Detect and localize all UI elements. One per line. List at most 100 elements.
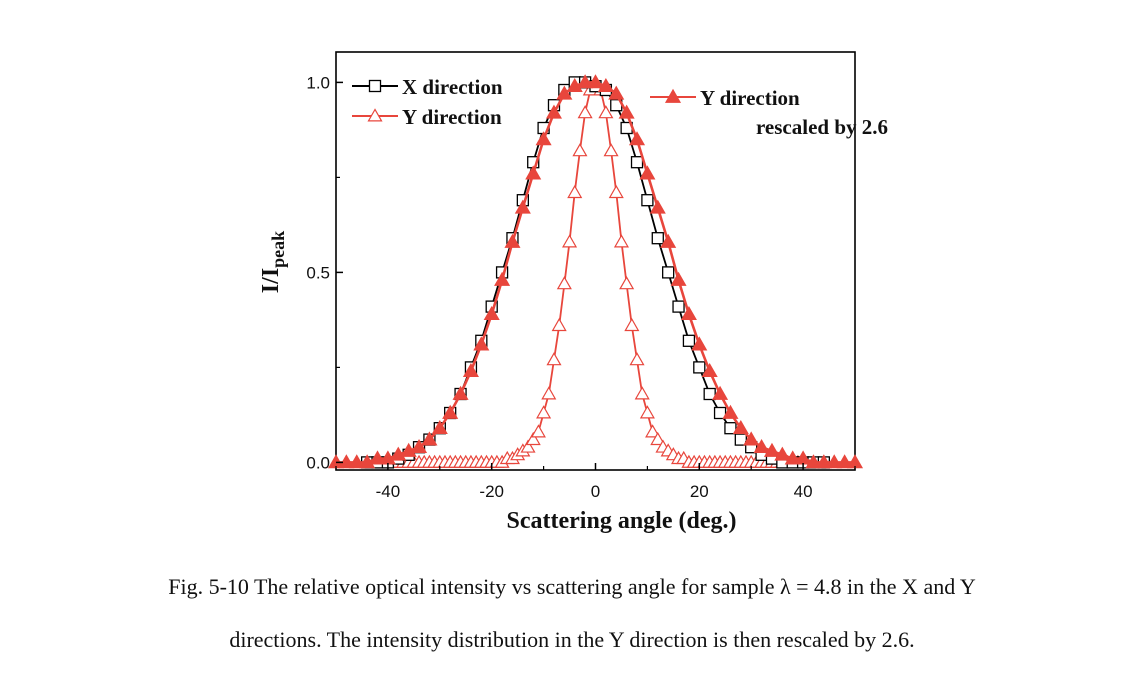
figure-caption-line-1: Fig. 5-10 The relative optical intensity…: [168, 574, 976, 599]
y-axis-title: I/Ipeak: [258, 231, 288, 293]
data-point: [483, 305, 500, 321]
data-point: [421, 431, 438, 446]
data-point: [660, 233, 677, 248]
data-point: [701, 362, 718, 378]
data-point: [774, 446, 791, 461]
data-point: [618, 104, 635, 119]
data-point: [624, 317, 640, 332]
data-point: [662, 266, 675, 279]
data-point: [597, 77, 614, 93]
legend-label: X direction: [402, 75, 503, 99]
legend-marker: [368, 79, 382, 93]
data-point: [732, 419, 749, 435]
data-point: [680, 305, 697, 321]
data-point: [562, 234, 578, 248]
data-point: [598, 105, 614, 119]
legend: X direction Y direction Y direction rescale…: [352, 75, 888, 139]
data-point: [693, 361, 706, 374]
data-point: [546, 352, 562, 366]
data-point: [753, 438, 770, 454]
legend-entry-y-direction: Y direction: [352, 105, 502, 129]
data-point: [536, 405, 552, 419]
data-point: [630, 156, 644, 169]
data-point: [551, 317, 567, 332]
chart: -40 -20 0 20 40 0.0 0.5 1.0 Scattering angle (de…: [258, 51, 888, 534]
data-point: [566, 77, 583, 93]
data-point: [577, 105, 593, 119]
data-point: [520, 439, 536, 453]
data-point: [722, 404, 739, 419]
legend-label: Y direction: [700, 86, 800, 110]
x-tick-label: 40: [794, 482, 813, 501]
data-point: [577, 74, 594, 89]
data-point: [530, 424, 546, 438]
legend-entry-y-rescaled: Y direction rescaled by 2.6: [650, 86, 888, 139]
data-point: [691, 336, 708, 351]
y-tick-label: 0.5: [306, 263, 330, 282]
data-point: [743, 431, 760, 446]
data-point: [390, 446, 407, 461]
data-point: [712, 385, 729, 400]
y-tick-label: 0.0: [306, 453, 330, 472]
data-point: [682, 334, 696, 347]
x-tick-label: 0: [591, 482, 600, 501]
data-point: [525, 431, 541, 446]
data-point: [572, 143, 588, 157]
x-tick-label: -20: [479, 482, 504, 501]
legend-entry-x-direction: X direction: [352, 75, 503, 99]
legend-marker: [367, 108, 383, 122]
data-point: [645, 424, 661, 438]
data-point: [348, 454, 365, 469]
data-point: [650, 431, 666, 446]
data-point: [359, 454, 376, 469]
data-point: [639, 405, 655, 419]
figure-caption-line-2: directions. The intensity distribution i…: [229, 627, 915, 652]
data-point: [836, 454, 853, 469]
data-point: [452, 385, 469, 400]
data-point: [619, 276, 635, 290]
y-tick-label: 1.0: [306, 73, 330, 92]
data-point: [670, 271, 687, 286]
data-point: [763, 442, 780, 457]
axes: -40 -20 0 20 40 0.0 0.5 1.0 Scattering angle (de…: [258, 73, 856, 534]
data-point: [815, 454, 832, 469]
data-point: [514, 199, 531, 214]
data-point: [535, 131, 552, 146]
series-3: [327, 74, 864, 469]
data-point: [525, 165, 542, 180]
data-point: [649, 199, 666, 214]
legend-marker: [664, 88, 682, 103]
series-line: [367, 81, 824, 464]
data-point: [338, 454, 355, 469]
data-point: [629, 352, 645, 366]
data-point: [431, 419, 448, 435]
data-point: [641, 194, 654, 207]
data-point: [608, 184, 624, 199]
data-point: [462, 362, 479, 378]
legend-label: rescaled by 2.6: [756, 115, 888, 139]
data-point: [734, 433, 747, 446]
series-line: [336, 81, 855, 464]
legend-label: Y direction: [402, 105, 502, 129]
data-point: [805, 454, 822, 469]
data-point: [369, 450, 386, 465]
data-point: [672, 300, 685, 313]
data-point: [587, 74, 604, 89]
data-point: [442, 404, 459, 419]
x-tick-label: 20: [690, 482, 709, 501]
data-point: [634, 386, 650, 400]
data-point: [494, 271, 511, 286]
data-point: [541, 386, 557, 400]
data-point: [651, 232, 664, 245]
data-point: [473, 336, 490, 351]
data-point: [504, 233, 521, 248]
data-point: [608, 85, 625, 100]
data-point: [713, 406, 727, 420]
data-point: [400, 442, 417, 457]
data-point: [784, 450, 801, 465]
data-point: [826, 454, 843, 469]
data-point: [639, 165, 656, 180]
data-point: [603, 143, 619, 157]
data-point: [567, 184, 583, 199]
data-point: [613, 234, 629, 248]
